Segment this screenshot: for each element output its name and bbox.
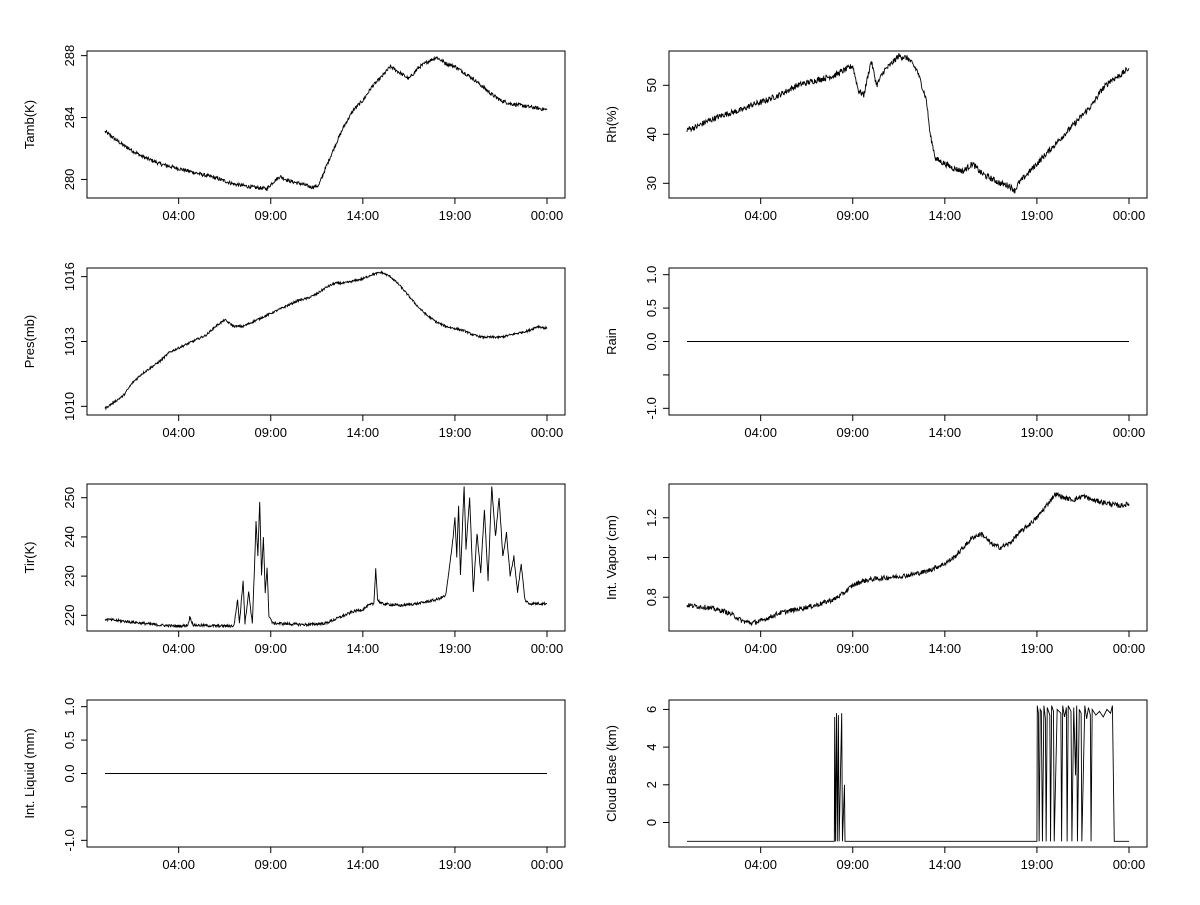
x-tick-label: 00:00	[1113, 208, 1146, 223]
chart-panel-4: 04:00 09:00 14:00 19:00 00:00 -1.0 0.0 0.5 1.0 Ra…	[604, 266, 1148, 440]
plot-frame	[86, 483, 566, 632]
plot-frame	[86, 267, 566, 416]
x-tick-label: 14:00	[929, 208, 962, 223]
chart-panel-1: 04:00 09:00 14:00 19:00 00:00 280 284 288 Tamb(K…	[22, 45, 566, 223]
y-axis-label: Int. Vapor (cm)	[604, 515, 619, 600]
y-axis-label: Cloud Base (km)	[604, 725, 619, 822]
x-tick-label: 04:00	[162, 425, 195, 440]
y-tick-label: 0.0	[644, 332, 659, 350]
y-tick-label: 1.0	[62, 698, 77, 716]
y-tick-label: 0	[644, 819, 659, 826]
x-tick-label: 04:00	[162, 857, 195, 872]
x-tick-label: 14:00	[347, 425, 380, 440]
x-tick-label: 14:00	[347, 208, 380, 223]
y-tick-label: 240	[62, 526, 77, 548]
y-tick-label: 1010	[62, 392, 77, 421]
series-line	[687, 705, 1129, 842]
y-tick-label: 288	[62, 45, 77, 67]
y-tick-label: 1.0	[644, 266, 659, 284]
x-tick-label: 09:00	[836, 208, 869, 223]
y-tick-label: 1016	[62, 262, 77, 291]
y-tick-label: 50	[644, 78, 659, 92]
y-tick-label: -1.0	[62, 829, 77, 851]
x-tick-label: 00:00	[531, 208, 564, 223]
x-tick-label: 19:00	[1021, 857, 1054, 872]
y-tick-label: 0.5	[62, 731, 77, 749]
chart-panel-7: 04:00 09:00 14:00 19:00 00:00 -1.0 0.0 0.5 1.0 In…	[22, 698, 566, 872]
x-tick-label: 04:00	[162, 641, 195, 656]
x-tick-label: 09:00	[836, 425, 869, 440]
y-tick-label: 220	[62, 604, 77, 626]
y-axis-label: Tir(K)	[22, 541, 37, 573]
y-axis-label: Rh(%)	[604, 106, 619, 143]
x-tick-label: 00:00	[531, 425, 564, 440]
y-tick-label: 0.8	[644, 588, 659, 606]
y-axis-label: Rain	[604, 328, 619, 355]
x-tick-label: 00:00	[1113, 641, 1146, 656]
series-line	[104, 486, 548, 629]
x-tick-label: 14:00	[347, 641, 380, 656]
x-tick-label: 09:00	[254, 425, 287, 440]
y-tick-label: 30	[644, 176, 659, 190]
x-tick-label: 19:00	[1021, 208, 1054, 223]
x-tick-label: 19:00	[1021, 641, 1054, 656]
x-tick-label: 04:00	[744, 641, 777, 656]
y-tick-label: 0.0	[62, 764, 77, 782]
y-tick-label: 230	[62, 565, 77, 587]
plot-frame	[668, 483, 1148, 632]
y-tick-label: 1.2	[644, 509, 659, 527]
x-tick-label: 00:00	[1113, 857, 1146, 872]
x-tick-label: 09:00	[836, 641, 869, 656]
chart-panel-5: 04:00 09:00 14:00 19:00 00:00 220 230 240 250 Tir…	[22, 483, 566, 656]
y-tick-label: 2	[644, 781, 659, 788]
x-tick-label: 14:00	[929, 857, 962, 872]
series-line	[686, 492, 1130, 627]
plot-frame	[668, 50, 1148, 199]
x-tick-label: 09:00	[836, 857, 869, 872]
series-line	[686, 53, 1130, 194]
y-tick-label: 40	[644, 127, 659, 141]
x-tick-label: 00:00	[531, 641, 564, 656]
y-tick-label: 250	[62, 487, 77, 509]
x-tick-label: 19:00	[439, 425, 472, 440]
chart-panel-3: 04:00 09:00 14:00 19:00 00:00 1010 1013 1016 Pre…	[22, 262, 566, 440]
y-tick-label: 4	[644, 743, 659, 750]
y-tick-label: -1.0	[644, 397, 659, 419]
x-tick-label: 00:00	[531, 857, 564, 872]
y-tick-label: 280	[62, 169, 77, 191]
chart-panel-2: 04:00 09:00 14:00 19:00 00:00 30 40 50 Rh(%)	[604, 50, 1148, 223]
x-tick-label: 00:00	[1113, 425, 1146, 440]
y-tick-label: 284	[62, 107, 77, 129]
x-tick-label: 19:00	[439, 857, 472, 872]
y-tick-label: 0.5	[644, 299, 659, 317]
x-tick-label: 19:00	[439, 208, 472, 223]
plot-frame	[86, 50, 566, 199]
x-tick-label: 09:00	[254, 857, 287, 872]
x-tick-label: 09:00	[254, 208, 287, 223]
y-tick-label: 1013	[62, 327, 77, 356]
plot-frame	[668, 699, 1148, 848]
y-tick-label: 1	[644, 554, 659, 561]
y-axis-label: Tamb(K)	[22, 100, 37, 149]
x-tick-label: 14:00	[929, 425, 962, 440]
x-tick-label: 14:00	[929, 641, 962, 656]
series-line	[104, 270, 548, 411]
x-tick-label: 04:00	[744, 208, 777, 223]
x-tick-label: 19:00	[1021, 425, 1054, 440]
x-tick-label: 04:00	[162, 208, 195, 223]
x-tick-label: 14:00	[347, 857, 380, 872]
x-tick-label: 09:00	[254, 641, 287, 656]
x-tick-label: 04:00	[744, 857, 777, 872]
x-tick-label: 04:00	[744, 425, 777, 440]
y-tick-label: 6	[644, 706, 659, 713]
chart-panel-8: 04:00 09:00 14:00 19:00 00:00 0 2 4 6 Cloud Base …	[604, 699, 1148, 872]
chart-panel-6: 04:00 09:00 14:00 19:00 00:00 0.8 1 1.2 Int. Vap…	[604, 483, 1148, 656]
series-line	[104, 55, 548, 192]
y-axis-label: Pres(mb)	[22, 315, 37, 368]
y-axis-label: Int. Liquid (mm)	[22, 728, 37, 818]
x-tick-label: 19:00	[439, 641, 472, 656]
